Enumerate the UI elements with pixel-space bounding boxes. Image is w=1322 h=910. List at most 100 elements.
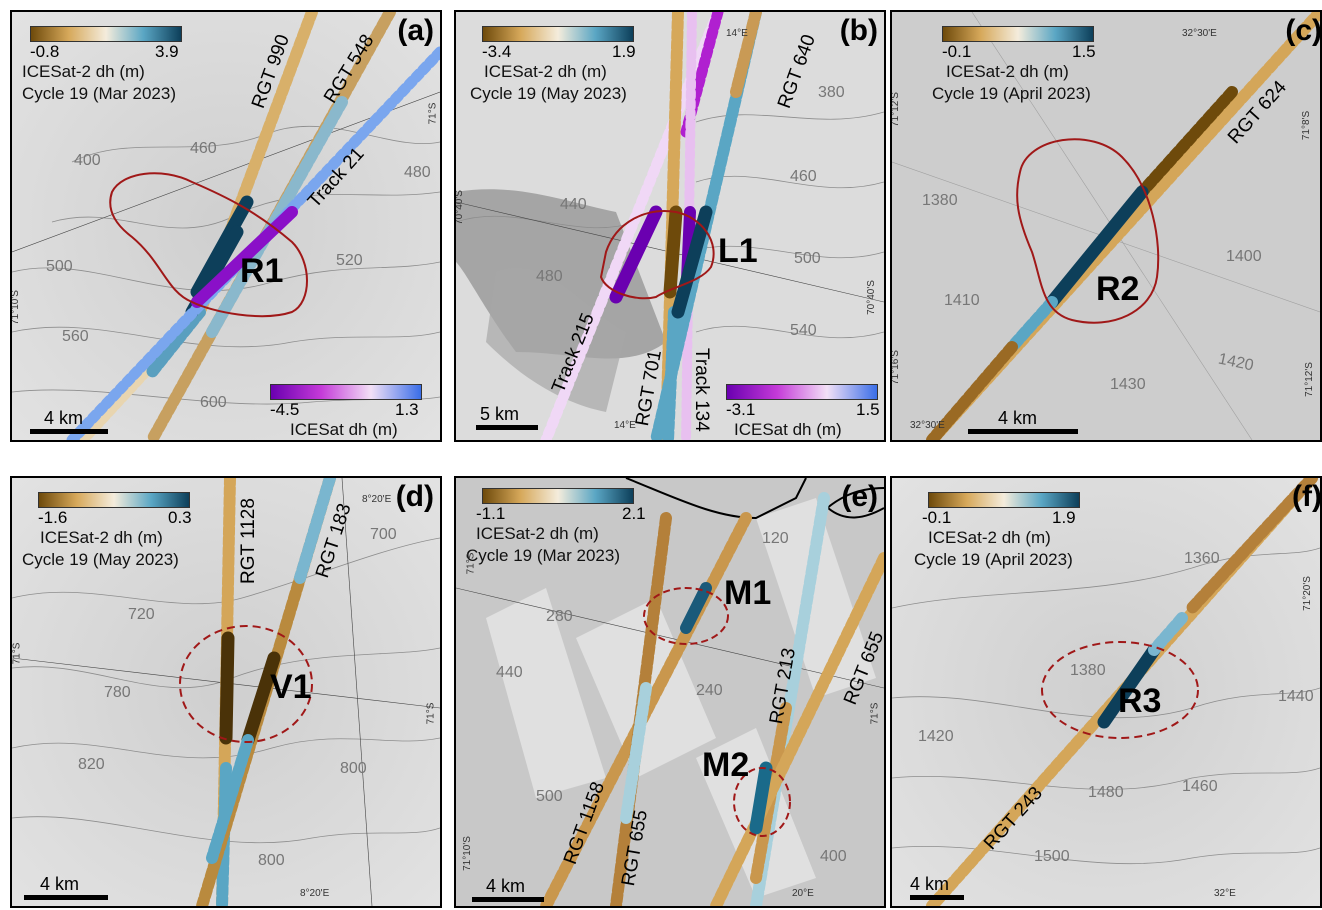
contour-label: 500 [794,250,821,267]
scale-bar-b: 5 km [476,404,538,430]
colorbar-icesat2-c: -0.1 1.5 [942,26,1102,62]
coord-label: 71°12'S [1303,362,1315,397]
cycle-label-c: Cycle 19 (April 2023) [932,84,1091,103]
map-b [456,12,884,440]
panel-c: -0.1 1.5 ICESat-2 dh (m) Cycle 19 (April … [890,10,1322,442]
contour-label: 500 [536,788,563,805]
coord-label: 71°16'S [890,350,901,385]
map-f [892,478,1320,906]
contour-label: 440 [560,196,587,213]
coord-label: 71°8'S [1301,110,1313,141]
panel-label-b: (b) [839,14,878,47]
contour-label: 700 [370,526,397,543]
scale-bar-e: 4 km [472,876,544,902]
panel-d: -1.6 0.3 ICESat-2 dh (m) Cycle 19 (May 20… [10,476,442,908]
cbar-title: ICESat dh (m) [734,420,842,439]
map-d [12,478,440,906]
feature-label: R3 [1118,682,1162,720]
contour-label: 820 [78,756,105,773]
feature-label: M2 [702,746,750,784]
contour-label: 480 [404,164,431,181]
contour-label: 400 [74,152,101,169]
cbar-title-e: ICESat-2 dh (m) [476,524,599,543]
scale-text: 4 km [486,876,526,896]
contour-label: 1360 [1184,550,1220,567]
panel-e: -1.1 2.1 ICESat-2 dh (m) Cycle 19 (Mar 20… [454,476,886,908]
contour-label: 1400 [1226,248,1262,265]
track-label: RGT 1128 [238,498,259,584]
contour-label: 1480 [1088,784,1124,801]
cbar-title-c: ICESat-2 dh (m) [946,62,1069,81]
coord-label: 71°10'S [461,836,473,871]
contour-label: 1380 [1070,662,1106,679]
scale-bar-d: 4 km [24,874,108,900]
coord-label: 71°S [11,642,23,665]
cycle-label-f: Cycle 19 (April 2023) [914,550,1073,569]
feature-label: R2 [1096,270,1140,308]
cbar-title-f: ICESat-2 dh (m) [928,528,1051,547]
colorbar-icesat-a: -4.5 1.3 ICESat dh (m) [270,384,430,440]
feature-label: R1 [240,252,284,290]
contour-label: 440 [496,664,523,681]
cycle-label-a: Cycle 19 (Mar 2023) [22,84,177,103]
coord-label: 32°E [1214,888,1236,899]
cycle-label-e: Cycle 19 (Mar 2023) [466,546,621,565]
cbar-min: -0.1 [942,42,972,61]
contour-label: 280 [546,608,573,625]
coord-label: 71°S [869,702,881,725]
panel-label-f: (f) [1292,480,1322,513]
scale-text: 4 km [40,874,80,894]
cbar-title-b: ICESat-2 dh (m) [484,62,607,81]
map-e [456,478,884,906]
coord-label: 71°20'S [1301,576,1313,611]
scale-text: 4 km [910,874,950,894]
contour-label: 800 [258,852,285,869]
cbar-max: 3.9 [155,42,179,61]
cbar-max: 1.3 [395,400,419,419]
cbar-min: -0.1 [922,508,952,527]
contour-label: 460 [790,168,817,185]
cbar-max: 2.1 [622,504,646,523]
colorbar-icesat-b: -3.1 1.5 ICESat dh (m) [726,384,884,440]
scale-bar-a: 4 km [30,408,108,434]
panel-label-e: (e) [841,480,878,513]
contour-label: 460 [190,140,217,157]
coord-label: 8°20'E [362,494,392,505]
contour-label: 780 [104,684,131,701]
panel-a: -0.8 3.9 ICESat-2 dh (m) Cycle 19 (Mar 20… [10,10,442,442]
panel-b: -3.4 1.9 ICESat-2 dh (m) Cycle 19 (May 20… [454,10,886,442]
contour-label: 480 [536,268,563,285]
contour-label: 400 [820,848,847,865]
cbar-max: 1.9 [612,42,636,61]
contour-label: 1460 [1182,778,1218,795]
contour-label: 120 [762,530,789,547]
scale-bar-c: 4 km [968,408,1078,434]
coord-label: 32°30'E [1182,28,1217,39]
cbar-max: 0.3 [168,508,192,527]
cbar-max: 1.5 [1072,42,1096,61]
contour-label: 560 [62,328,89,345]
scale-bar-f: 4 km [910,874,964,900]
contour-label: 1410 [944,292,980,309]
contour-label: 1380 [922,192,958,209]
coord-label: 71°S [427,102,439,125]
cbar-min: -4.5 [270,400,300,419]
cbar-min: -3.4 [482,42,512,61]
feature-label: M1 [724,574,772,612]
contour-label: 540 [790,322,817,339]
colorbar-icesat2-d: -1.6 0.3 [38,492,198,528]
contour-label: 720 [128,606,155,623]
contour-label: 1420 [918,728,954,745]
cycle-label-d: Cycle 19 (May 2023) [22,550,179,569]
colorbar-icesat2-e: -1.1 2.1 [476,488,646,524]
cbar-title: ICESat dh (m) [290,420,398,439]
cbar-max: 1.5 [856,400,880,419]
cbar-max: 1.9 [1052,508,1076,527]
coord-label: 8°20'E [300,888,330,899]
contour-label: 1430 [1110,376,1146,393]
coord-label: 14°E [614,420,636,431]
coord-label: 14°E [726,28,748,39]
map-c [892,12,1320,440]
contour-label: 600 [200,394,227,411]
cbar-min: -1.6 [38,508,68,527]
